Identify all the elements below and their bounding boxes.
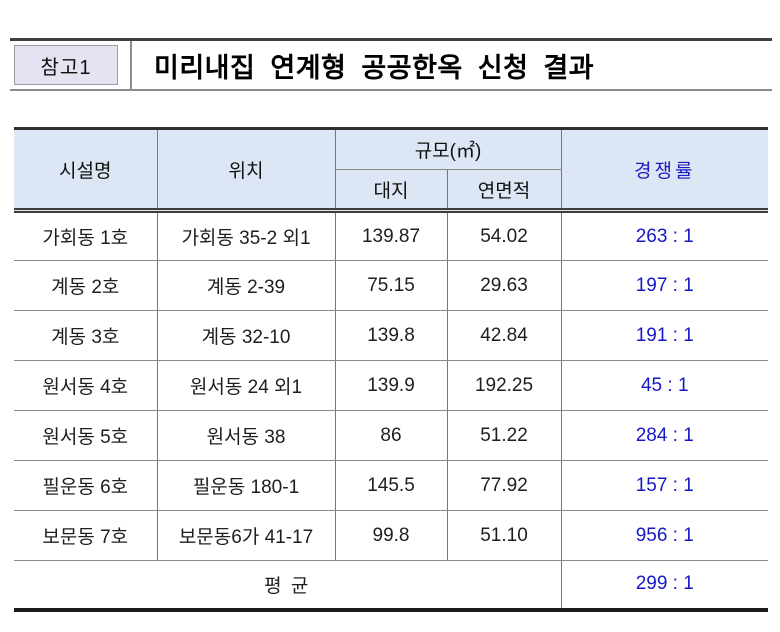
- cell-ratio: 45 : 1: [560, 360, 768, 411]
- cell-ratio: 956 : 1: [560, 510, 768, 561]
- cell-land: 99.8: [334, 510, 448, 561]
- results-table: 시설명 위치 규모(㎡) 경쟁률 대지 연면적 가회동 1호 가회동 35-2 …: [14, 127, 768, 612]
- average-label: 평 균: [14, 560, 562, 610]
- table-row: 계동 3호 계동 32-10 139.8 42.84 191 : 1: [14, 310, 768, 361]
- table-row: 보문동 7호 보문동6가 41-17 99.8 51.10 956 : 1: [14, 510, 768, 561]
- table-row: 필운동 6호 필운동 180-1 145.5 77.92 157 : 1: [14, 460, 768, 511]
- cell-land: 139.87: [334, 210, 448, 261]
- table-row: 가회동 1호 가회동 35-2 외1 139.87 54.02 263 : 1: [14, 210, 768, 261]
- cell-location: 계동 2-39: [156, 260, 336, 311]
- cell-land: 86: [334, 410, 448, 461]
- cell-land: 139.9: [334, 360, 448, 411]
- table-header: 시설명 위치 규모(㎡) 경쟁률 대지 연면적: [14, 128, 768, 213]
- average-row: 평 균 299 : 1: [14, 560, 768, 610]
- table-body: 가회동 1호 가회동 35-2 외1 139.87 54.02 263 : 1 …: [14, 210, 768, 561]
- table-header-row-2: 대지 연면적: [14, 169, 768, 213]
- cell-floor-area: 29.63: [446, 260, 562, 311]
- cell-floor-area: 51.22: [446, 410, 562, 461]
- column-header-scale: 규모(㎡): [334, 128, 562, 170]
- cell-land: 139.8: [334, 310, 448, 361]
- reference-badge-label: 참고1: [40, 56, 92, 79]
- cell-floor-area: 51.10: [446, 510, 562, 561]
- average-ratio: 299 : 1: [560, 560, 768, 610]
- cell-facility: 원서동 5호: [14, 410, 158, 461]
- page-title: 미리내집 연계형 공공한옥 신청 결과: [154, 52, 595, 83]
- table-row: 계동 2호 계동 2-39 75.15 29.63 197 : 1: [14, 260, 768, 311]
- reference-badge: 참고1: [14, 45, 118, 85]
- cell-facility: 보문동 7호: [14, 510, 158, 561]
- column-header-facility: 시설명: [14, 128, 158, 213]
- cell-ratio: 284 : 1: [560, 410, 768, 461]
- cell-floor-area: 42.84: [446, 310, 562, 361]
- column-header-location: 위치: [156, 128, 336, 213]
- cell-facility: 계동 2호: [14, 260, 158, 311]
- cell-ratio: 263 : 1: [560, 210, 768, 261]
- column-header-floor-area: 연면적: [446, 169, 561, 213]
- cell-location: 계동 32-10: [156, 310, 336, 361]
- results-table-container: 시설명 위치 규모(㎡) 경쟁률 대지 연면적 가회동 1호 가회동 35-2 …: [14, 127, 768, 612]
- cell-floor-area: 77.92: [446, 460, 562, 511]
- cell-location: 원서동 38: [156, 410, 336, 461]
- cell-land: 145.5: [334, 460, 448, 511]
- cell-facility: 원서동 4호: [14, 360, 158, 411]
- table-footer: 평 균 299 : 1: [14, 560, 768, 610]
- cell-facility: 가회동 1호: [14, 210, 158, 261]
- header-divider: [130, 41, 132, 89]
- cell-location: 원서동 24 외1: [156, 360, 336, 411]
- table-row: 원서동 5호 원서동 38 86 51.22 284 : 1: [14, 410, 768, 461]
- cell-ratio: 191 : 1: [560, 310, 768, 361]
- cell-location: 필운동 180-1: [156, 460, 336, 511]
- table-header-row-1: 시설명 위치 규모(㎡) 경쟁률: [14, 128, 768, 213]
- cell-ratio: 197 : 1: [560, 260, 768, 311]
- cell-facility: 계동 3호: [14, 310, 158, 361]
- column-header-ratio: 경쟁률: [560, 128, 768, 213]
- reference-header-band: 참고1 미리내집 연계형 공공한옥 신청 결과: [10, 38, 772, 91]
- cell-ratio: 157 : 1: [560, 460, 768, 511]
- cell-floor-area: 192.25: [446, 360, 562, 411]
- cell-location: 가회동 35-2 외1: [156, 210, 336, 261]
- column-header-land: 대지: [335, 169, 448, 213]
- cell-location: 보문동6가 41-17: [156, 510, 336, 561]
- cell-facility: 필운동 6호: [14, 460, 158, 511]
- cell-floor-area: 54.02: [446, 210, 562, 261]
- cell-land: 75.15: [334, 260, 448, 311]
- table-row: 원서동 4호 원서동 24 외1 139.9 192.25 45 : 1: [14, 360, 768, 411]
